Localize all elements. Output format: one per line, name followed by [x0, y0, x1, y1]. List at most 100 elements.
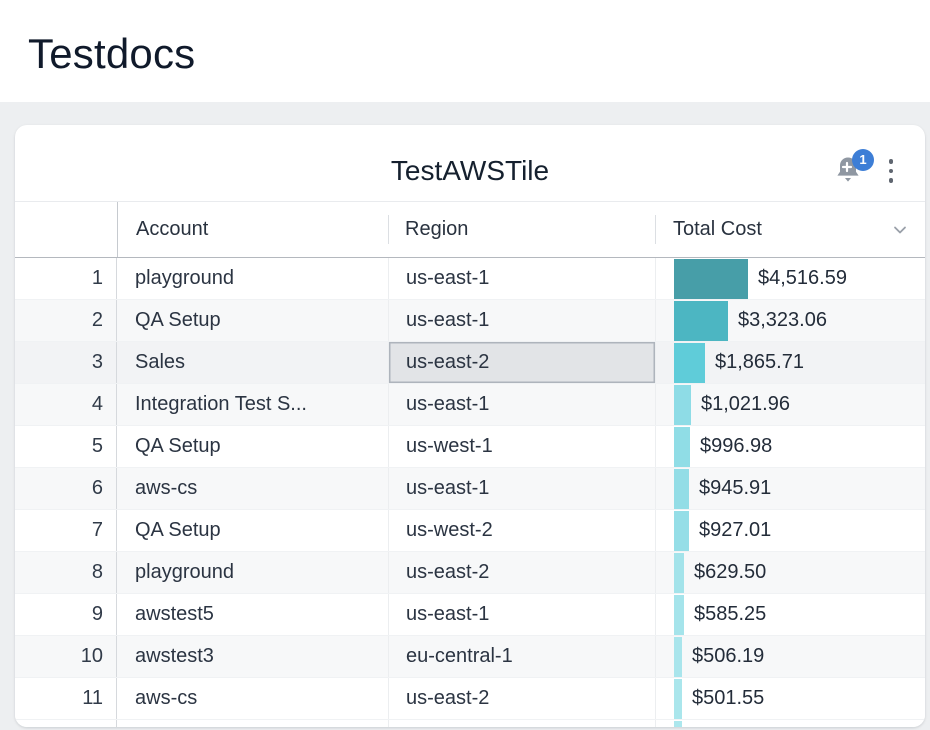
account-value: awstest3	[135, 645, 214, 667]
row-index: 4	[15, 384, 117, 425]
table-row[interactable]: 5 QA Setup us-west-1 $996.98	[15, 426, 925, 468]
total-cost-cell[interactable]: $501.55	[655, 678, 925, 719]
table-row[interactable]: 8 playground us-east-2 $629.50	[15, 552, 925, 594]
header-region[interactable]: Region	[388, 202, 655, 257]
region-value: us-west-1	[406, 435, 493, 457]
account-cell[interactable]: Integration Test S...	[117, 384, 388, 425]
cost-value: $945.91	[699, 477, 772, 499]
cost-value: $3,323.06	[738, 309, 827, 331]
region-cell[interactable]: us-east-1	[388, 594, 655, 635]
cost-bar	[674, 678, 682, 719]
table-row[interactable]: 7 QA Setup us-west-2 $927.01	[15, 510, 925, 552]
row-index: 8	[15, 552, 117, 593]
table-row[interactable]: 4 Integration Test S... us-east-1 $1,021…	[15, 384, 925, 426]
total-cost-cell[interactable]: $1,865.71	[655, 342, 925, 383]
tile-menu-button[interactable]	[883, 153, 899, 189]
account-value: awstest5	[135, 603, 214, 625]
account-cell[interactable]: aws-cs	[117, 468, 388, 509]
region-value: eu-central-1	[406, 645, 513, 667]
notifications-button[interactable]: 1	[831, 149, 874, 190]
table-row[interactable]: 1 playground us-east-1 $4,516.59	[15, 258, 925, 300]
account-value: playground	[135, 267, 234, 289]
account-cell[interactable]: QA Setup	[117, 300, 388, 341]
account-cell[interactable]: aws-cs	[117, 678, 388, 719]
table-row[interactable]: 2 QA Setup us-east-1 $3,323.06	[15, 300, 925, 342]
total-cost-cell[interactable]: $1,021.96	[655, 384, 925, 425]
row-index: 7	[15, 510, 117, 551]
table-row[interactable]: 11 aws-cs us-east-2 $501.55	[15, 678, 925, 720]
cost-value: $1,865.71	[715, 351, 804, 373]
region-cell[interactable]: us-east-1	[388, 384, 655, 425]
account-cell[interactable]: playground	[117, 258, 388, 299]
total-cost-cell[interactable]: $996.98	[655, 426, 925, 467]
total-cost-cell[interactable]: $3,323.06	[655, 300, 925, 341]
region-cell[interactable]: us-east-1	[388, 258, 655, 299]
kebab-icon	[888, 159, 894, 183]
row-index: 6	[15, 468, 117, 509]
row-index: 5	[15, 426, 117, 467]
header-account[interactable]: Account	[117, 202, 388, 257]
table-row[interactable]: 9 awstest5 us-east-1 $585.25	[15, 594, 925, 636]
data-table: Account Region Total Cost 1 playground u…	[15, 201, 925, 727]
region-cell[interactable]: us-east-2	[388, 342, 655, 383]
table-row[interactable]: 10 awstest3 eu-central-1 $506.19	[15, 636, 925, 678]
tile-header: TestAWSTile 1	[15, 125, 925, 201]
cost-value: $927.01	[699, 519, 772, 541]
page-header: Testdocs	[0, 0, 930, 102]
cost-bar	[674, 342, 705, 383]
cost-bar	[674, 426, 690, 467]
region-cell[interactable]: eu-central-1	[388, 636, 655, 677]
total-cost-cell[interactable]: $4,516.59	[655, 258, 925, 299]
table-row-partial[interactable]	[15, 720, 925, 727]
region-value: us-east-1	[406, 393, 490, 415]
row-index: 11	[15, 678, 117, 719]
chevron-down-icon[interactable]	[891, 221, 909, 245]
total-cost-cell[interactable]: $585.25	[655, 594, 925, 635]
row-index: 9	[15, 594, 117, 635]
region-cell[interactable]: us-east-2	[388, 678, 655, 719]
region-cell[interactable]: us-east-1	[388, 300, 655, 341]
table-header-row: Account Region Total Cost	[15, 201, 925, 258]
header-account-label: Account	[136, 218, 209, 240]
row-index: 2	[15, 300, 117, 341]
region-cell[interactable]: us-east-1	[388, 468, 655, 509]
total-cost-cell[interactable]: $945.91	[655, 468, 925, 509]
tile-title: TestAWSTile	[390, 155, 550, 186]
total-cost-cell[interactable]: $927.01	[655, 510, 925, 551]
region-value: us-east-1	[406, 309, 490, 331]
account-cell[interactable]: QA Setup	[117, 426, 388, 467]
header-total-cost[interactable]: Total Cost	[655, 202, 925, 257]
cost-bar	[674, 300, 728, 341]
page-title: Testdocs	[28, 30, 196, 77]
region-cell[interactable]	[388, 720, 655, 727]
total-cost-cell[interactable]: $506.19	[655, 636, 925, 677]
account-cell[interactable]: Sales	[117, 342, 388, 383]
region-cell[interactable]: us-east-2	[388, 552, 655, 593]
account-value: aws-cs	[135, 687, 198, 709]
account-cell[interactable]: awstest3	[117, 636, 388, 677]
header-total-cost-label: Total Cost	[673, 218, 762, 240]
account-cell[interactable]	[117, 720, 388, 727]
account-cell[interactable]: awstest5	[117, 594, 388, 635]
table-row[interactable]: 3 Sales us-east-2 $1,865.71	[15, 342, 925, 384]
region-value: us-east-1	[406, 267, 490, 289]
cost-bar	[674, 384, 691, 425]
cost-bar	[674, 468, 689, 509]
region-value: us-east-2	[406, 561, 490, 583]
account-cell[interactable]: QA Setup	[117, 510, 388, 551]
total-cost-cell[interactable]: $629.50	[655, 552, 925, 593]
cost-value: $501.55	[692, 687, 765, 709]
header-region-label: Region	[405, 218, 469, 240]
row-index: 3	[15, 342, 117, 383]
row-index	[15, 720, 117, 727]
table-row[interactable]: 6 aws-cs us-east-1 $945.91	[15, 468, 925, 510]
cost-bar	[674, 720, 682, 727]
account-cell[interactable]: playground	[117, 552, 388, 593]
cost-bar	[674, 258, 748, 299]
notification-badge: 1	[852, 149, 874, 171]
region-cell[interactable]: us-west-1	[388, 426, 655, 467]
account-value: QA Setup	[135, 435, 221, 457]
region-cell[interactable]: us-west-2	[388, 510, 655, 551]
account-value: aws-cs	[135, 477, 198, 499]
total-cost-cell[interactable]	[655, 720, 925, 727]
